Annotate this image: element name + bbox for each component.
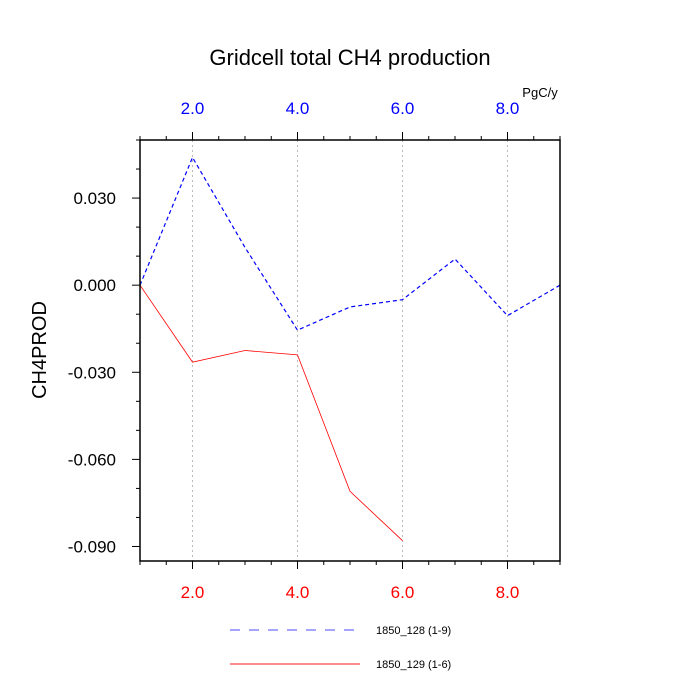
legend: 1850_128 (1-9) 1850_129 (1-6)	[230, 625, 451, 671]
x-tick-label-bottom: 4.0	[286, 583, 310, 602]
x-tick-label-bottom: 2.0	[181, 583, 205, 602]
chart-title: Gridcell total CH4 production	[209, 45, 490, 70]
series-layer	[139, 156, 561, 541]
series-line-1	[139, 284, 403, 541]
y-tick-label: -0.060	[68, 450, 116, 469]
top-axis-unit: PgC/y	[522, 85, 558, 100]
x-tick-label-top: 6.0	[391, 99, 415, 118]
x-tick-label-top: 2.0	[181, 99, 205, 118]
plot-frame	[139, 139, 561, 562]
x-tick-label-bottom: 6.0	[391, 583, 415, 602]
x-tick-label-bottom: 8.0	[496, 583, 520, 602]
y-tick-label: -0.030	[68, 363, 116, 382]
x-tick-label-top: 4.0	[286, 99, 310, 118]
legend-label-1: 1850_129 (1-6)	[376, 659, 451, 671]
y-tick-label: -0.090	[68, 537, 116, 556]
y-tick-label: 0.000	[73, 276, 116, 295]
tick-labels: 2.0 2.0 4.0 4.0 6.0 6.0 8.0 8.0 0.030 0.000 -0.030…	[68, 99, 520, 602]
x-tick-label-top: 8.0	[496, 99, 520, 118]
y-axis-label: CH4PROD	[29, 301, 51, 399]
axis-ticks	[132, 132, 561, 569]
grid-lines	[192, 140, 508, 561]
series-line-0	[139, 156, 561, 331]
y-tick-label: 0.030	[73, 189, 116, 208]
legend-label-0: 1850_128 (1-9)	[376, 625, 451, 637]
